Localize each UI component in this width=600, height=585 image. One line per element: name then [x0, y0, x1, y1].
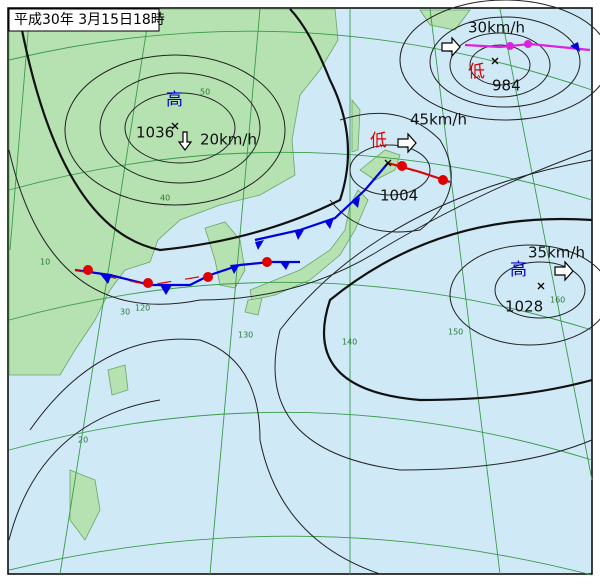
- system-speed: 35km/h: [528, 244, 585, 262]
- land: [8, 8, 471, 541]
- grid-lines: [8, 8, 593, 576]
- centers: [171, 57, 545, 290]
- title-box: [8, 8, 160, 32]
- system-kind: 高: [510, 260, 527, 280]
- fronts: [74, 40, 591, 295]
- grid-label: 30: [120, 308, 130, 317]
- grid-label: 50: [200, 88, 210, 97]
- system-kind: 低: [370, 131, 387, 151]
- system-kind: 低: [468, 62, 485, 82]
- system-kind: 高: [166, 90, 183, 110]
- grid-label: 150: [448, 328, 463, 337]
- grid-label: 20: [78, 436, 88, 445]
- grid-label: 10: [40, 258, 50, 267]
- grid-label: 160: [550, 296, 565, 305]
- system-speed: 30km/h: [468, 19, 525, 37]
- title: 平成30年 3月15日18時: [14, 12, 165, 28]
- grid-label: 40: [160, 194, 170, 203]
- system-speed: 45km/h: [410, 111, 467, 129]
- system-pressure: 1004: [380, 187, 418, 205]
- system-speed: 20km/h: [200, 131, 257, 149]
- system-pressure: 984: [492, 77, 521, 95]
- grid-label: 140: [342, 338, 357, 347]
- system-pressure: 1036: [136, 124, 174, 142]
- system-pressure: 1028: [505, 298, 543, 316]
- arrows: [177, 36, 574, 282]
- grid-label: 130: [238, 331, 253, 340]
- grid-label: 120: [135, 304, 150, 313]
- isobars: [8, 0, 600, 575]
